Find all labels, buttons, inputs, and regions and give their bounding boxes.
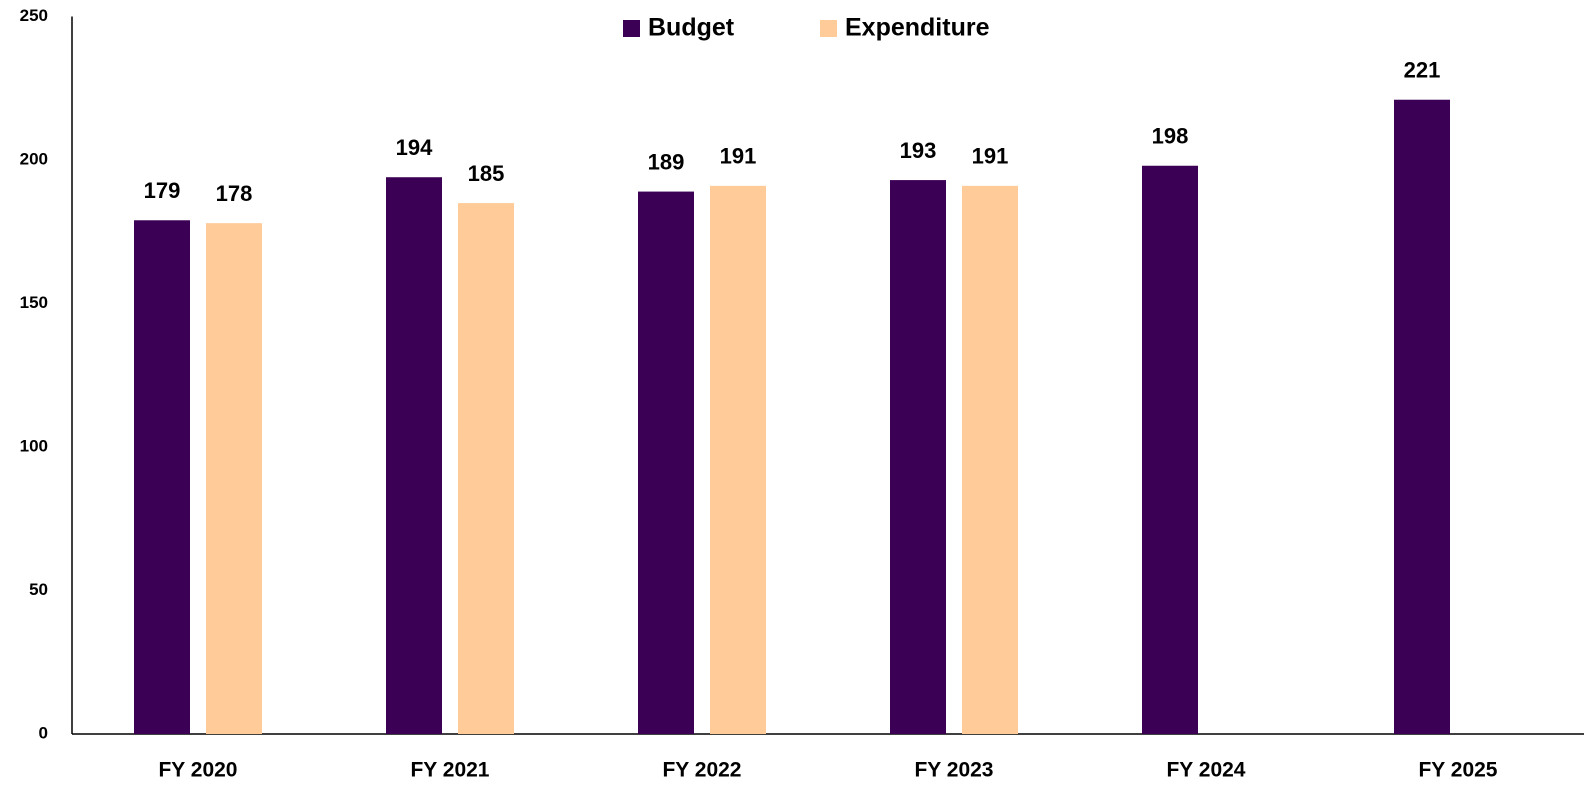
bar: [206, 223, 262, 734]
bar: [458, 203, 514, 735]
x-tick-label: FY 2024: [1166, 759, 1245, 782]
bar: [962, 185, 1018, 734]
legend-swatch: [623, 20, 640, 37]
y-tick-label: 100: [20, 436, 48, 455]
x-tick-label: FY 2020: [158, 759, 237, 782]
value-label: 185: [468, 161, 505, 186]
x-tick-label: FY 2022: [662, 759, 741, 782]
value-label: 198: [1152, 124, 1189, 149]
bar: [386, 177, 442, 735]
y-tick-label: 0: [39, 723, 48, 742]
y-tick-label: 50: [29, 580, 48, 599]
y-tick-label: 200: [20, 149, 48, 168]
x-tick-label: FY 2021: [410, 759, 489, 782]
value-label: 221: [1404, 58, 1441, 83]
value-label: 178: [216, 181, 253, 206]
value-label: 194: [396, 135, 433, 160]
x-tick-label: FY 2023: [914, 759, 993, 782]
bar: [1142, 165, 1198, 735]
value-label: 193: [900, 138, 937, 163]
bar: [1394, 99, 1450, 735]
legend-swatch: [820, 20, 837, 37]
value-label: 191: [720, 144, 757, 169]
legend-label: Expenditure: [845, 14, 990, 42]
y-tick-label: 150: [20, 293, 48, 312]
value-label: 189: [648, 149, 685, 174]
value-label: 191: [972, 144, 1009, 169]
bar: [134, 220, 190, 734]
x-tick-label: FY 2025: [1418, 759, 1497, 782]
legend-label: Budget: [648, 14, 735, 42]
bar: [890, 180, 946, 735]
value-label: 179: [144, 178, 181, 203]
y-tick-label: 250: [20, 6, 48, 25]
bar: [638, 191, 694, 734]
bar: [710, 185, 766, 734]
